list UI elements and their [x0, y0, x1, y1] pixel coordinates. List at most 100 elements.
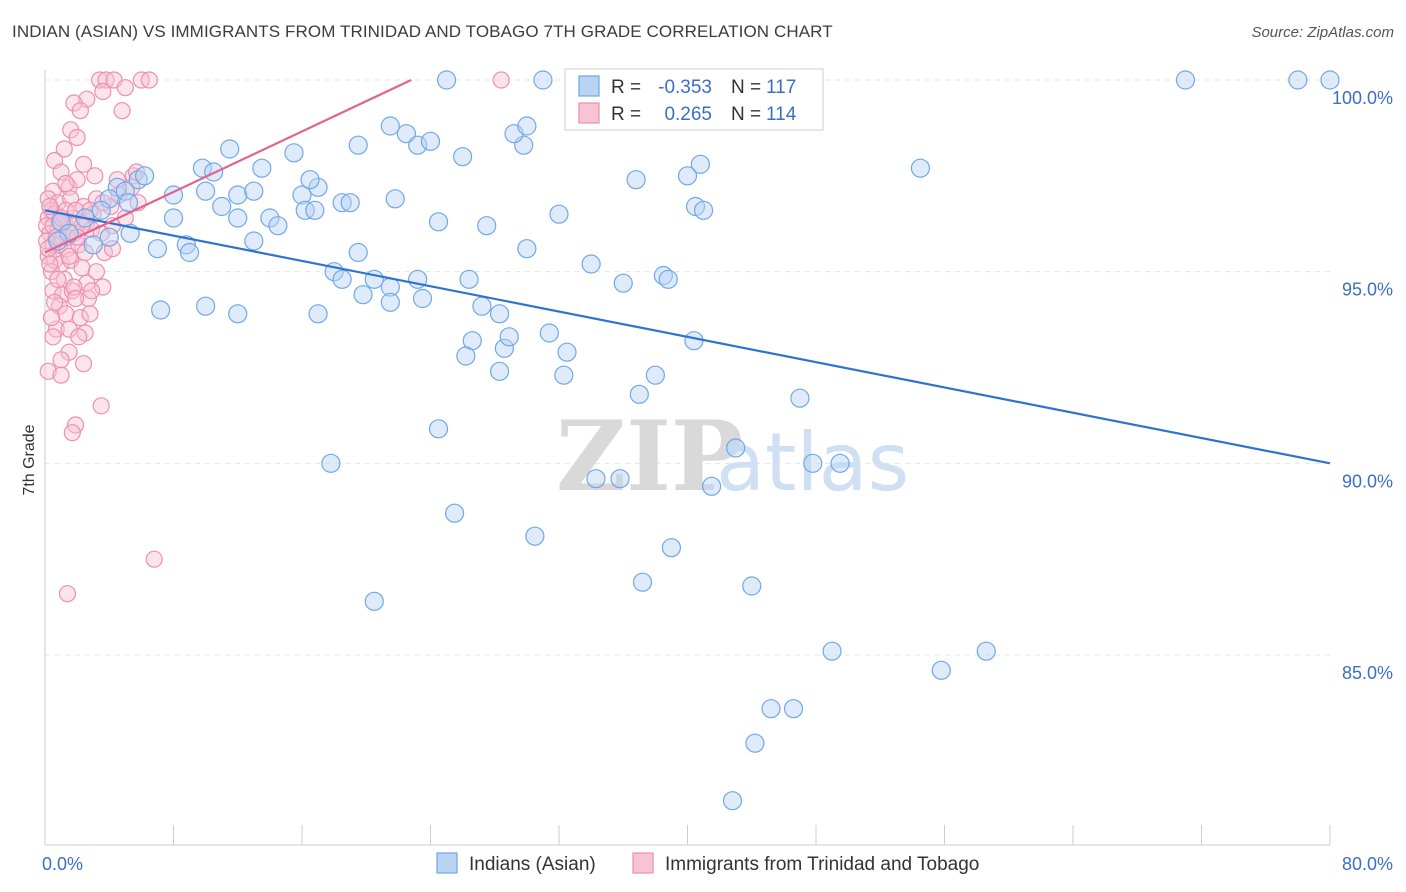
data-point-indians — [626, 170, 646, 190]
data-point-indians — [803, 453, 823, 473]
data-point-indians — [610, 469, 630, 489]
data-point-trinidad — [66, 289, 85, 308]
data-point-indians — [348, 242, 368, 263]
data-point-indians — [244, 231, 264, 251]
data-point-trinidad — [49, 270, 67, 288]
data-point-indians — [353, 285, 373, 305]
data-point-indians — [539, 323, 559, 343]
legend-box — [564, 68, 824, 131]
data-point-indians — [586, 469, 606, 489]
data-point-indians — [196, 296, 216, 316]
data-point-indians — [761, 699, 781, 719]
legend-n-label: N = — [731, 104, 761, 125]
legend-r-label: R = — [611, 77, 641, 98]
data-point-indians — [151, 300, 171, 320]
data-point-indians — [790, 388, 810, 408]
series-legend-swatch — [436, 852, 458, 874]
data-point-indians — [321, 453, 341, 473]
data-point-indians — [385, 189, 405, 209]
data-points — [38, 70, 1340, 811]
y-axis-label: 7th Grade — [21, 424, 38, 495]
data-point-trinidad — [63, 424, 81, 442]
data-point-indians — [428, 212, 449, 232]
data-point-trinidad — [52, 351, 70, 369]
legend-r-value: 0.265 — [664, 104, 712, 125]
data-point-indians — [693, 200, 714, 220]
data-point-indians — [456, 346, 476, 366]
y-tick-label: 95.0% — [1342, 280, 1393, 300]
data-point-indians — [581, 254, 601, 274]
data-point-indians — [684, 331, 704, 351]
data-point-indians — [453, 147, 473, 167]
data-point-trinidad — [113, 102, 131, 120]
y-tick-label: 85.0% — [1342, 663, 1393, 683]
data-point-indians — [176, 235, 196, 255]
data-point-indians — [295, 200, 315, 220]
data-point-indians — [554, 365, 574, 385]
legend-r-label: R = — [611, 104, 641, 125]
data-point-indians — [1288, 70, 1308, 90]
legend-r-value: -0.353 — [658, 77, 712, 98]
data-point-indians — [931, 660, 951, 680]
data-point-indians — [115, 181, 135, 201]
data-point-indians — [228, 208, 248, 228]
data-point-indians — [701, 476, 722, 496]
data-point-indians — [629, 384, 649, 404]
data-point-indians — [658, 269, 678, 289]
data-point-indians — [420, 131, 441, 151]
data-point-indians — [196, 181, 216, 201]
data-point-indians — [300, 170, 320, 190]
data-point-indians — [557, 342, 577, 362]
data-point-indians — [332, 193, 352, 213]
data-point-indians — [134, 166, 155, 186]
x-tick-label: 80.0% — [1342, 854, 1393, 874]
data-point-trinidad — [92, 397, 110, 415]
legend-n-value: 117 — [766, 77, 796, 98]
data-point-indians — [83, 235, 103, 255]
data-point-indians — [1320, 70, 1340, 90]
data-point-trinidad — [68, 128, 86, 147]
data-point-trinidad — [70, 328, 88, 346]
data-point-indians — [91, 200, 111, 220]
data-point-trinidad — [46, 293, 64, 311]
data-point-indians — [910, 158, 931, 178]
data-point-indians — [308, 304, 328, 324]
y-tick-label: 100.0% — [1332, 88, 1393, 108]
data-point-indians — [783, 699, 804, 719]
data-point-indians — [332, 269, 352, 289]
series-legend-label: Immigrants from Trinidad and Tobago — [665, 854, 979, 875]
legend-n-label: N = — [731, 77, 761, 98]
data-point-indians — [742, 576, 762, 596]
data-point-indians — [284, 143, 304, 163]
data-point-indians — [661, 538, 682, 558]
data-point-indians — [489, 304, 510, 324]
data-point-indians — [212, 196, 232, 217]
data-point-trinidad — [87, 263, 106, 281]
data-point-indians — [645, 365, 665, 385]
data-point-trinidad — [39, 362, 57, 380]
watermark-atlas: atlas — [716, 416, 909, 509]
data-point-trinidad — [81, 305, 99, 323]
data-point-trinidad — [66, 201, 85, 219]
data-point-indians — [549, 204, 569, 224]
data-point-indians — [252, 158, 272, 178]
data-point-indians — [690, 154, 710, 174]
data-point-indians — [1175, 70, 1196, 90]
data-point-trinidad — [94, 82, 112, 101]
data-point-trinidad — [57, 174, 75, 193]
data-point-trinidad — [71, 102, 89, 120]
data-point-indians — [726, 438, 746, 458]
data-point-indians — [292, 185, 312, 205]
series-legend-label: Indians (Asian) — [469, 854, 596, 875]
data-point-indians — [228, 304, 248, 324]
data-point-indians — [308, 177, 328, 197]
data-point-indians — [459, 269, 479, 289]
chart-title: INDIAN (ASIAN) VS IMMIGRANTS FROM TRINID… — [12, 22, 833, 41]
data-point-indians — [268, 216, 288, 236]
watermark-zip: ZIP — [556, 400, 743, 513]
data-point-indians — [533, 70, 553, 90]
data-point-trinidad — [86, 167, 104, 185]
data-point-indians — [408, 135, 428, 155]
data-point-indians — [613, 273, 633, 293]
